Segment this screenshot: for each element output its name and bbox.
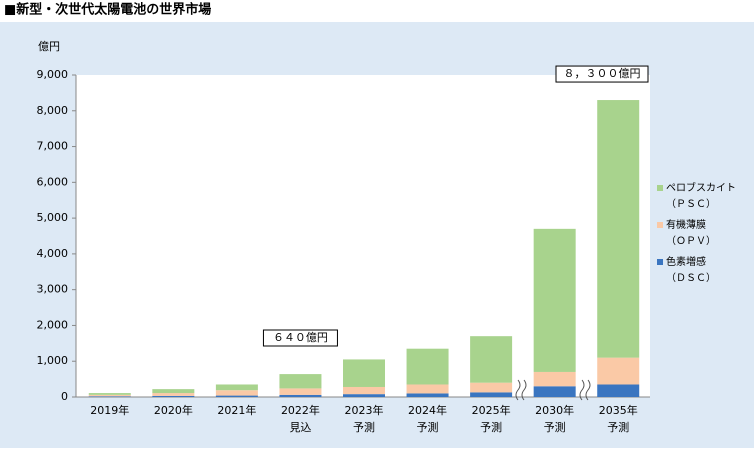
legend-label: 色素増感 bbox=[666, 255, 706, 268]
legend-swatch bbox=[657, 259, 663, 265]
x-tick-label: 予測 bbox=[480, 420, 502, 434]
bar-segment bbox=[279, 374, 322, 389]
annotation-box bbox=[555, 65, 649, 83]
bar-segment bbox=[343, 394, 385, 397]
bar-segment bbox=[406, 348, 449, 385]
bar-segment bbox=[597, 384, 640, 397]
bar-segment bbox=[152, 395, 195, 397]
y-tick-label: 0 bbox=[61, 390, 68, 403]
x-tick-label: 2021年 bbox=[217, 403, 256, 417]
legend-label: ペロブスカイト bbox=[666, 181, 736, 194]
page-title: ■新型・次世代太陽電池の世界市場 bbox=[4, 2, 211, 18]
bar-segment bbox=[279, 388, 322, 395]
x-tick-label: 予測 bbox=[353, 420, 375, 434]
x-tick-label: 2035年 bbox=[599, 403, 638, 417]
bar-segment bbox=[88, 393, 131, 395]
y-tick-label: 5,000 bbox=[37, 211, 69, 224]
legend-label: 有機薄膜 bbox=[666, 218, 706, 231]
x-tick-label: 予測 bbox=[544, 420, 566, 434]
annotation-box bbox=[262, 329, 338, 347]
bar-segment bbox=[406, 393, 449, 397]
annotation: ８，３００億円 bbox=[564, 67, 641, 80]
bar-segment bbox=[215, 395, 258, 397]
x-tick-label: 予測 bbox=[607, 420, 629, 434]
annotation: ６４０億円 bbox=[273, 331, 328, 344]
y-tick-label: 7,000 bbox=[37, 140, 69, 153]
bar-segment bbox=[152, 389, 195, 394]
bar-segment bbox=[215, 384, 258, 391]
bar-segment bbox=[597, 100, 640, 358]
y-tick-label: 8,000 bbox=[37, 104, 69, 117]
bar-segment bbox=[533, 386, 576, 397]
y-tick-label: 1,000 bbox=[37, 354, 69, 367]
x-tick-label: 2025年 bbox=[472, 403, 511, 417]
bar-segment bbox=[152, 393, 195, 396]
bar-segment bbox=[470, 392, 513, 397]
y-tick-label: 6,000 bbox=[37, 175, 69, 188]
legend-label: （ＤＳＣ） bbox=[666, 272, 716, 284]
legend-label: （ＯＰＶ） bbox=[666, 235, 716, 247]
bar-segment bbox=[406, 384, 449, 394]
bar-segment bbox=[470, 382, 513, 393]
x-tick-label: 2024年 bbox=[408, 403, 447, 417]
bar-segment bbox=[279, 394, 322, 397]
legend-label: （ＰＳＣ） bbox=[666, 198, 716, 210]
bar-segment bbox=[88, 396, 131, 397]
x-tick-label: 2020年 bbox=[154, 403, 193, 417]
axis-breaks bbox=[515, 379, 591, 401]
x-tick-label: 2030年 bbox=[535, 403, 574, 417]
x-tick-label: 2022年 bbox=[281, 403, 320, 417]
y-tick-label: 4,000 bbox=[37, 247, 69, 260]
y-tick-label: 9,000 bbox=[37, 68, 69, 81]
bar-segment bbox=[343, 386, 385, 395]
bar-segment bbox=[533, 371, 576, 387]
bar-segment bbox=[88, 394, 131, 397]
legend-swatch bbox=[657, 185, 663, 191]
legend-swatch bbox=[657, 222, 663, 228]
bar-segment bbox=[343, 359, 385, 387]
x-tick-label: 2023年 bbox=[345, 403, 384, 417]
x-tick-label: 見込 bbox=[289, 421, 311, 434]
y-tick-label: 3,000 bbox=[37, 283, 69, 296]
x-tick-label: 2019年 bbox=[90, 403, 129, 417]
y-tick-label: 2,000 bbox=[37, 318, 69, 331]
y-axis-label: 億円 bbox=[38, 40, 60, 53]
bar-segment bbox=[597, 357, 640, 385]
x-tick-label: 予測 bbox=[417, 420, 439, 434]
bar-segment bbox=[533, 228, 576, 372]
bar-segment bbox=[470, 336, 513, 383]
bar-segment bbox=[215, 390, 258, 396]
